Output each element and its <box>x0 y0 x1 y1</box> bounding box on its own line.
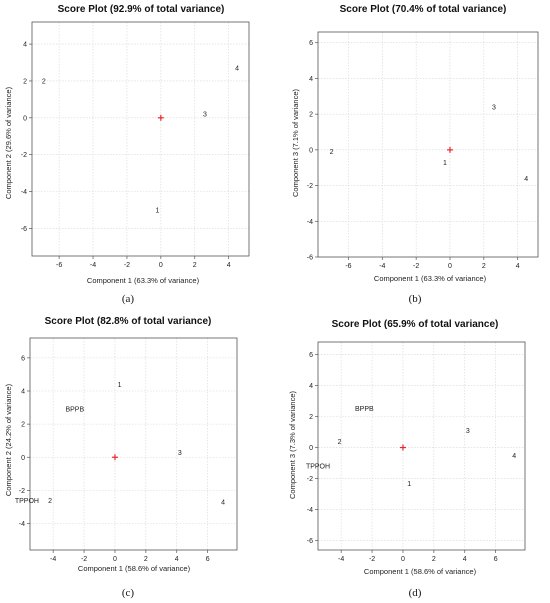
x-tick-label-d: 2 <box>432 556 436 563</box>
x-tick-label-c: -2 <box>81 556 87 563</box>
y-tick-label-b: 0 <box>309 147 313 154</box>
x-tick-label-d: 0 <box>401 556 405 563</box>
centroid-marker-b <box>447 146 453 153</box>
x-tick-label-b: 0 <box>448 263 452 270</box>
centroid-marker-a <box>157 114 164 121</box>
y-tick-label-d: -2 <box>307 476 313 483</box>
y-tick-label-d: 0 <box>309 445 313 452</box>
score-point-d: 4 <box>512 453 516 460</box>
panel-caption-c: (c) <box>122 587 135 599</box>
chart-title-b: Score Plot (70.4% of total variance) <box>340 4 507 15</box>
x-tick-label-d: 4 <box>463 556 467 563</box>
score-point-c: 2 <box>48 498 52 505</box>
x-tick-label-a: -6 <box>56 262 62 269</box>
x-axis-label-b: Component 1 (63.3% of variance) <box>374 274 487 283</box>
y-tick-label-c: -4 <box>19 521 25 528</box>
y-tick-label-d: -4 <box>307 507 313 514</box>
panel-a: Score Plot (92.9% of total variance) Com… <box>4 4 250 305</box>
y-tick-label-d: 2 <box>309 414 313 421</box>
score-point-b: 4 <box>524 176 528 183</box>
x-tick-label-d: -2 <box>369 556 375 563</box>
y-tick-label-d: 6 <box>309 352 313 359</box>
y-tick-label-c: 6 <box>21 355 25 362</box>
y-tick-label-a: -2 <box>21 152 27 159</box>
y-tick-label-b: -2 <box>307 183 313 190</box>
y-tick-label-a: 4 <box>23 42 27 49</box>
x-axis-label-d: Component 1 (58.6% of variance) <box>364 567 477 576</box>
score-point-c: 1 <box>118 382 122 389</box>
y-tick-label-a: -6 <box>21 226 27 233</box>
x-tick-label-c: 6 <box>206 556 210 563</box>
score-point-d: 3 <box>466 428 470 435</box>
x-tick-label-b: -2 <box>413 263 419 270</box>
y-tick-label-b: 2 <box>309 112 313 119</box>
panel-c: Score Plot (82.8% of total variance) Com… <box>4 316 238 599</box>
x-tick-label-c: -4 <box>50 556 56 563</box>
x-tick-label-b: 4 <box>516 263 520 270</box>
x-axis-label-a: Component 1 (63.3% of variance) <box>87 276 200 285</box>
y-tick-label-c: -2 <box>19 488 25 495</box>
plot-frame-a <box>31 21 250 257</box>
plot-frame-c <box>29 337 238 551</box>
y-tick-label-d: 4 <box>309 383 313 390</box>
plot-frame-d <box>317 341 526 551</box>
centroid-marker-c <box>111 454 118 461</box>
score-point-b: 2 <box>330 149 334 156</box>
x-tick-label-d: -4 <box>338 556 344 563</box>
score-point-c: 3 <box>178 450 182 457</box>
chart-title-d: Score Plot (65.9% of total variance) <box>332 319 499 330</box>
x-tick-label-a: 0 <box>159 262 163 269</box>
centroid-marker-d <box>399 444 406 451</box>
score-point-b: 1 <box>443 160 447 167</box>
x-tick-label-b: 2 <box>482 263 486 270</box>
x-tick-label-a: 2 <box>193 262 197 269</box>
y-tick-label-a: 0 <box>23 115 27 122</box>
x-tick-label-b: -6 <box>345 263 351 270</box>
panel-caption-a: (a) <box>122 293 135 305</box>
y-tick-label-a: -4 <box>21 189 27 196</box>
score-point-a: 3 <box>203 112 207 119</box>
x-tick-label-d: 6 <box>494 556 498 563</box>
y-tick-label-b: 6 <box>309 40 313 47</box>
y-axis-label-b: Component 3 (7.1% of variance) <box>291 89 300 197</box>
y-tick-label-d: -6 <box>307 538 313 545</box>
x-tick-label-a: 4 <box>227 262 231 269</box>
y-tick-label-c: 0 <box>21 455 25 462</box>
y-tick-label-c: 2 <box>21 422 25 429</box>
y-tick-label-a: 2 <box>23 78 27 85</box>
score-point-d: 2 <box>338 439 342 446</box>
chart-title-c: Score Plot (82.8% of total variance) <box>45 316 212 327</box>
score-point-c: TPPOH <box>15 498 39 505</box>
score-point-a: 2 <box>42 78 46 85</box>
score-point-a: 1 <box>156 207 160 214</box>
x-tick-label-b: -4 <box>379 263 385 270</box>
x-tick-label-c: 4 <box>175 556 179 563</box>
score-point-a: 4 <box>235 66 239 73</box>
x-tick-label-c: 2 <box>144 556 148 563</box>
panel-caption-d: (d) <box>409 587 422 599</box>
plot-frame-b <box>317 31 539 258</box>
x-tick-label-c: 0 <box>113 556 117 563</box>
score-point-c: 4 <box>221 499 225 506</box>
panel-d: Score Plot (65.9% of total variance) Com… <box>288 319 526 599</box>
x-axis-label-c: Component 1 (58.6% of variance) <box>78 564 191 573</box>
y-tick-label-b: -6 <box>307 255 313 262</box>
y-tick-label-b: 4 <box>309 76 313 83</box>
score-point-d: BPPB <box>355 406 374 413</box>
score-point-d: 1 <box>407 481 411 488</box>
score-point-c: BPPB <box>65 407 84 414</box>
y-axis-label-c: Component 2 (24.2% of variance) <box>4 383 13 496</box>
y-axis-label-d: Component 3 (7.3% of variance) <box>288 391 297 499</box>
y-tick-label-b: -4 <box>307 219 313 226</box>
y-axis-label-a: Component 2 (29.6% of variance) <box>4 86 13 199</box>
score-point-b: 3 <box>492 105 496 112</box>
panel-caption-b: (b) <box>409 293 422 305</box>
x-tick-label-a: -2 <box>124 262 130 269</box>
panel-b: Score Plot (70.4% of total variance) Com… <box>291 4 539 305</box>
score-point-d: TPPOH <box>306 464 330 471</box>
chart-title-a: Score Plot (92.9% of total variance) <box>58 4 225 15</box>
y-tick-label-c: 4 <box>21 389 25 396</box>
x-tick-label-a: -4 <box>90 262 96 269</box>
